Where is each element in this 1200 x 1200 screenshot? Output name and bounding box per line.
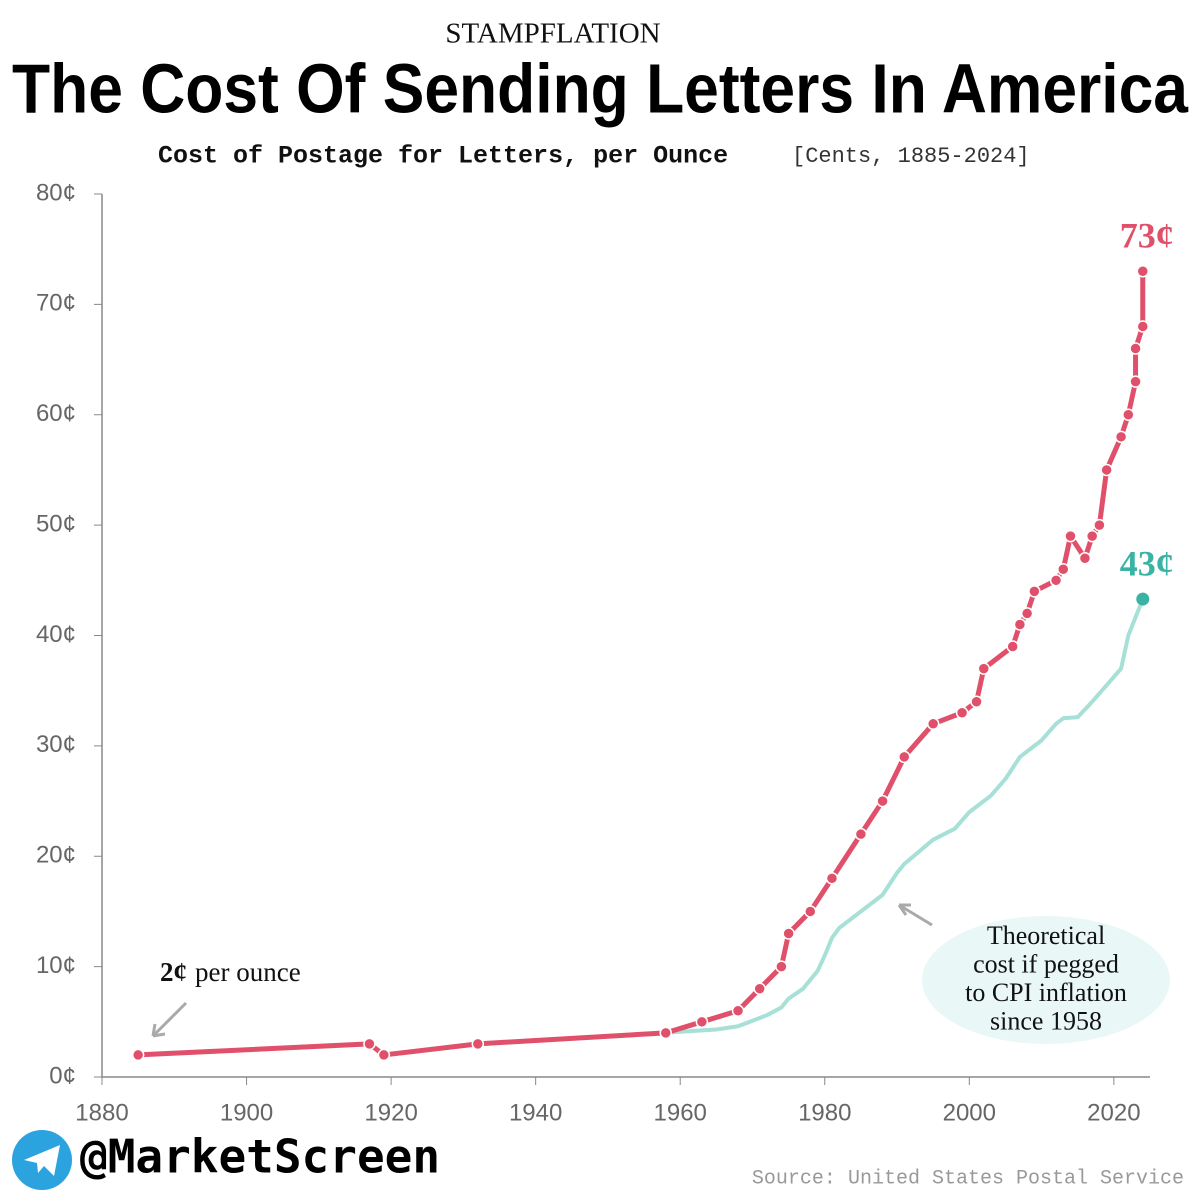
- data-point: [1028, 585, 1041, 598]
- handle: @MarketScreen: [80, 1130, 440, 1184]
- x-tick-label: 1900: [220, 1099, 273, 1126]
- chart-title: The Cost Of Sending Letters In America: [12, 49, 1189, 127]
- data-point: [1057, 563, 1070, 576]
- data-point: [695, 1015, 709, 1029]
- annotation-text: per ounce: [195, 957, 301, 987]
- data-point: [898, 750, 911, 764]
- data-point: [1129, 342, 1142, 355]
- x-tick-label: 2000: [943, 1099, 996, 1126]
- annotation: since 1958: [990, 1006, 1102, 1035]
- x-tick-label: 1920: [364, 1099, 417, 1126]
- data-point: [955, 706, 969, 720]
- end-point: [1136, 592, 1150, 606]
- data-point: [1114, 430, 1128, 444]
- annotation: cost if pegged: [973, 949, 1119, 978]
- annotation-arrow: [897, 903, 933, 927]
- telegram-icon: [12, 1130, 72, 1190]
- x-tick-label: 1960: [654, 1099, 707, 1126]
- y-tick-label: 80¢: [36, 179, 76, 206]
- subtitle: Cost of Postage for Letters, per Ounce: [158, 142, 728, 171]
- data-point: [977, 662, 991, 675]
- kicker: STAMPFLATION: [445, 18, 660, 50]
- data-point: [1013, 618, 1027, 631]
- annotation-arrow: [151, 1001, 188, 1038]
- x-tick-label: 1880: [75, 1099, 128, 1126]
- data-point: [659, 1026, 673, 1040]
- subtitle-units: [Cents, 1885-2024]: [792, 144, 1030, 169]
- data-point: [1122, 408, 1135, 421]
- data-point: [1064, 529, 1077, 543]
- y-tick-label: 10¢: [36, 952, 76, 979]
- data-point: [1136, 265, 1150, 278]
- end-label: 43¢: [1120, 543, 1174, 583]
- data-point: [782, 927, 795, 940]
- data-point: [377, 1048, 391, 1062]
- y-tick-label: 70¢: [36, 290, 76, 317]
- data-point: [131, 1048, 145, 1062]
- y-tick-label: 60¢: [36, 400, 76, 427]
- data-point: [804, 905, 817, 918]
- x-tick-label: 1940: [509, 1099, 562, 1126]
- y-tick-label: 0¢: [49, 1062, 76, 1089]
- annotation: Theoretical: [987, 921, 1105, 950]
- data-point: [825, 872, 839, 885]
- data-point: [775, 960, 788, 973]
- data-point: [970, 695, 983, 708]
- data-point: [1078, 551, 1092, 565]
- y-tick-label: 20¢: [36, 842, 76, 869]
- data-point: [753, 982, 766, 995]
- x-tick-label: 2020: [1087, 1099, 1140, 1126]
- data-point: [1100, 463, 1113, 477]
- data-point: [471, 1037, 485, 1051]
- data-point: [1020, 607, 1034, 620]
- x-tick-label: 1980: [798, 1099, 851, 1126]
- data-point: [1136, 320, 1150, 333]
- data-point: [363, 1037, 376, 1051]
- data-point: [1093, 518, 1106, 532]
- annotation: to CPI inflation: [965, 978, 1127, 1007]
- annotation-bold: 2¢: [160, 957, 187, 987]
- data-point: [1129, 375, 1142, 388]
- data-point: [876, 794, 889, 808]
- source: Source: United States Postal Service: [752, 1167, 1184, 1190]
- data-point: [1085, 529, 1099, 543]
- data-point: [1049, 574, 1063, 587]
- y-tick-label: 50¢: [36, 510, 76, 537]
- data-point: [1006, 640, 1019, 653]
- annotation: 2¢ per ounce: [160, 957, 301, 987]
- annotation-bubble: [922, 916, 1170, 1044]
- data-point: [854, 827, 868, 841]
- data-point: [926, 717, 940, 731]
- y-tick-label: 30¢: [36, 731, 76, 758]
- end-label: 73¢: [1120, 216, 1174, 256]
- data-point: [731, 1004, 745, 1018]
- series-line: [665, 598, 1145, 1035]
- y-tick-label: 40¢: [36, 621, 76, 648]
